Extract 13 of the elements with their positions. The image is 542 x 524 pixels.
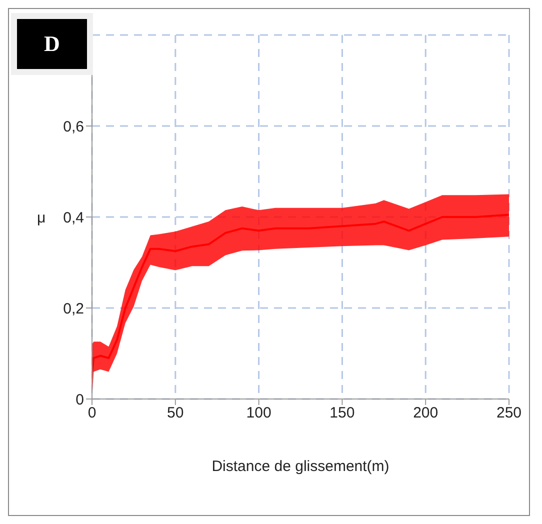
x-tick-label: 0 xyxy=(88,404,96,422)
y-tick-label: 0,6 xyxy=(63,118,84,136)
y-tick-label: 0,4 xyxy=(63,209,84,226)
x-tick-label: 50 xyxy=(167,404,184,422)
y-tick-label: 0 xyxy=(76,391,84,408)
y-axis-title: μ xyxy=(37,209,46,226)
x-tick-label: 250 xyxy=(496,404,522,422)
x-tick-label: 150 xyxy=(330,404,355,422)
panel-label: D xyxy=(17,19,87,69)
x-tick-label: 100 xyxy=(246,404,272,422)
x-axis-title: Distance de glissement(m) xyxy=(212,458,390,475)
x-tick-label: 200 xyxy=(413,404,438,422)
y-tick-label: 0,2 xyxy=(63,300,84,318)
